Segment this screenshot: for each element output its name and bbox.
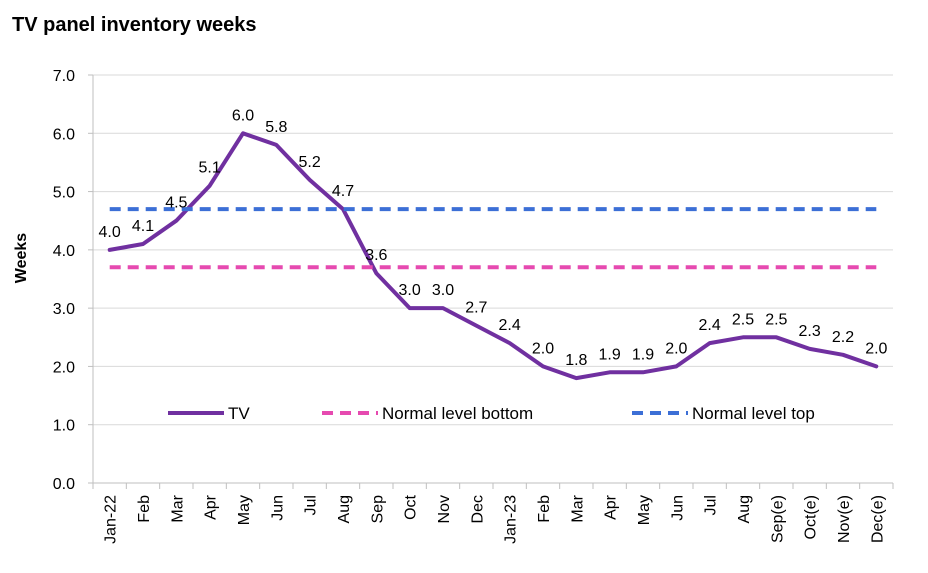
x-tick-label: Feb [136,495,153,523]
gridlines [93,74,893,426]
data-label: 1.9 [632,346,654,363]
x-tick-label: Nov [436,495,453,523]
data-label: 4.5 [165,195,187,212]
y-tick-label: 3.0 [53,301,75,318]
data-label: 1.9 [599,346,621,363]
data-label: 2.7 [465,300,487,317]
y-tick-label: 6.0 [53,126,75,143]
y-tick-label: 1.0 [53,418,75,435]
x-tick-label: Aug [736,495,753,523]
chart-title: TV panel inventory weeks [12,14,257,36]
y-tick-label: 4.0 [53,243,75,260]
data-label: 2.0 [532,340,554,357]
data-label: 2.0 [665,340,687,357]
legend-label: Normal level bottom [382,404,533,423]
y-tick-label: 5.0 [53,185,75,202]
data-label: 1.8 [565,352,587,369]
data-label: 6.0 [232,107,254,124]
legend-label: Normal level top [692,404,815,423]
series-lines [107,131,879,381]
y-tick-labels: 0.0 1.0 2.0 3.0 4.0 5.0 6.0 7.0 [53,68,75,493]
y-tick-label: 7.0 [53,68,75,85]
x-tick-label: Dec [469,495,486,523]
x-tick-label: Mar [569,494,586,522]
data-labels: 4.0 4.1 4.5 5.1 6.0 5.8 5.2 4.7 3.6 3.0 3.0 2.7 2.4 2… [99,107,888,369]
x-tick-label: Aug [336,495,353,523]
data-label: 4.1 [132,218,154,235]
legend: TV Normal level bottom Normal level top [168,404,815,423]
data-label: 3.0 [432,282,454,299]
data-label: 5.1 [199,160,221,177]
data-label: 3.0 [399,282,421,299]
x-tick-label: Jul [303,495,320,515]
legend-label: TV [228,404,250,423]
x-tick-label: Oct(e) [803,495,820,539]
y-tick-label: 2.0 [53,359,75,376]
x-tick-label: Apr [603,494,620,520]
data-label: 2.5 [732,311,754,328]
data-label: 2.0 [865,340,887,357]
x-tick-label: Feb [536,495,553,523]
data-label: 3.6 [365,247,387,264]
x-tick-label: Mar [169,494,186,522]
x-tick-label: Nov(e) [836,495,853,543]
x-tick-label: Jun [269,495,286,521]
data-label: 2.3 [799,323,821,340]
y-tick-label: 0.0 [53,476,75,493]
data-label: 5.2 [299,154,321,171]
data-label: 2.5 [765,311,787,328]
data-label: 4.7 [332,183,354,200]
x-tick-label: Apr [203,494,220,520]
axes [88,74,894,489]
data-label: 4.0 [99,224,121,241]
data-label: 2.4 [499,317,521,334]
x-tick-label: Jan-22 [103,495,120,544]
x-tick-label: Dec(e) [869,495,886,543]
data-label: 5.8 [265,119,287,136]
x-tick-label: Sep(e) [769,495,786,543]
data-label: 2.4 [699,317,721,334]
x-tick-labels: Jan-22 Feb Mar Apr May Jun Jul Aug Sep Oct Nov Dec J… [103,494,887,544]
x-tick-label: May [636,495,653,525]
x-tick-label: Oct [403,494,420,519]
data-label: 2.2 [832,329,854,346]
x-tick-label: Jun [669,495,686,521]
series-line [107,131,879,381]
x-tick-label: May [236,495,253,525]
x-tick-label: Sep [369,495,386,524]
x-tick-label: Jan-23 [503,495,520,544]
y-axis-label: Weeks [13,233,30,284]
x-tick-label: Jul [703,495,720,515]
